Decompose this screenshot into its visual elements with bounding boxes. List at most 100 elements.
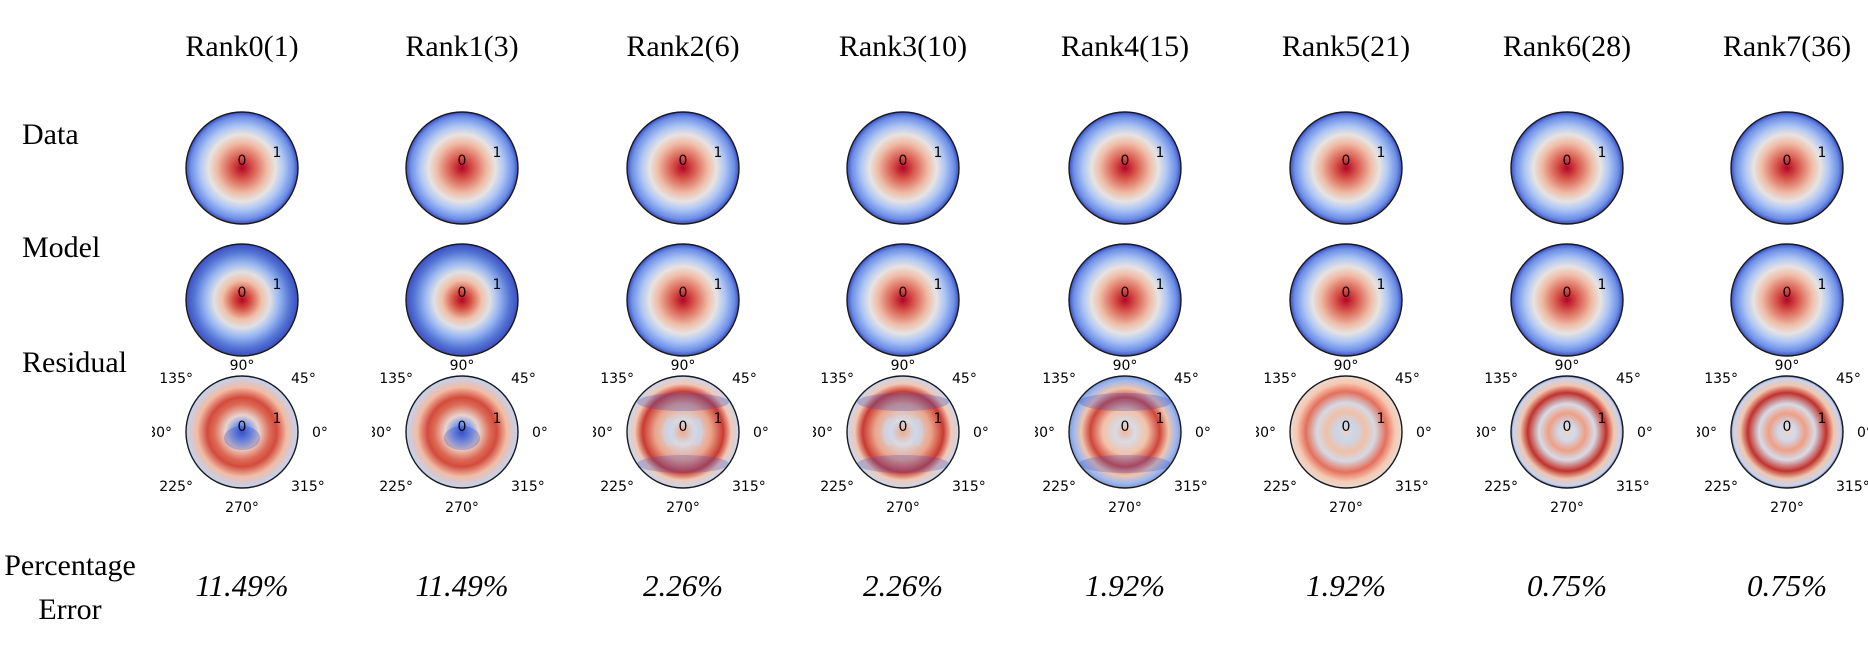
data-plot-outline [1510, 111, 1624, 225]
angle-tick-label: 45° [511, 371, 536, 387]
residual-lobe [857, 393, 949, 411]
model-polar-plot-disk [847, 244, 959, 356]
model-polar-plot-disk [186, 244, 298, 356]
angle-tick-label: 90° [230, 358, 255, 374]
model-polar-plot [627, 244, 739, 356]
angle-tick-label: 225° [379, 479, 413, 495]
angle-tick-label: 0° [1416, 425, 1432, 441]
data-polar-plot [1069, 112, 1181, 224]
residual-polar-plot-disk [186, 376, 298, 488]
data-polar-plot-disk [847, 112, 959, 224]
column-title: Rank4(15) [1060, 30, 1190, 63]
model-plot-outline [1289, 243, 1403, 357]
model-plot-outline [185, 243, 299, 357]
angle-tick-label: 180° [372, 425, 392, 441]
model-polar-plot [186, 244, 298, 356]
data-polar-plot-disk [627, 112, 739, 224]
angle-tick-label: 180° [593, 425, 613, 441]
radial-tick-0: 0 [1783, 153, 1792, 169]
residual-polar-plot-disk [1511, 376, 1623, 488]
residual-plot-outline [1510, 375, 1624, 489]
percentage-error-value: 11.49% [195, 568, 289, 603]
angle-tick-label: 180° [813, 425, 833, 441]
model-plot-outline [1510, 243, 1624, 357]
angle-tick-label: 180° [1256, 425, 1276, 441]
angle-tick-label: 135° [159, 371, 193, 387]
angle-tick-label: 90° [671, 358, 696, 374]
data-polar-plot-disk [1511, 112, 1623, 224]
polar-plot-column: 0 1 0 1 0 1 0° 45° 90° 135° 180° 225° 270° 315° [1035, 111, 1211, 516]
radial-tick-0: 0 [1563, 153, 1572, 169]
percentage-error-value: 0.75% [1746, 568, 1828, 603]
residual-lobe [911, 418, 923, 446]
residual-polar-plot [186, 376, 298, 488]
radial-tick-0: 0 [899, 419, 908, 435]
model-polar-plot [1069, 244, 1181, 356]
model-polar-plot [406, 244, 518, 356]
radial-tick-1: 1 [273, 411, 282, 427]
row-label-error: Percentage Error [0, 544, 140, 632]
model-plot-outline [405, 243, 519, 357]
row-label-model: Model [22, 231, 101, 264]
residual-lobe [224, 426, 260, 450]
angle-tick-label: 0° [973, 425, 989, 441]
residual-polar-plot [847, 376, 959, 488]
residual-lobe [637, 393, 729, 411]
angle-tick-label: 135° [379, 371, 413, 387]
angle-tick-label: 0° [753, 425, 769, 441]
model-plot-outline [1068, 243, 1182, 357]
residual-polar-plot [1069, 376, 1181, 488]
data-polar-plot-disk [1731, 112, 1843, 224]
polar-plot-column: 0 1 0 1 0 1 0° 45° 90° 135° 180° 225° 270° 315° [813, 111, 989, 516]
residual-pattern [637, 393, 729, 473]
radial-tick-1: 1 [493, 411, 502, 427]
angle-tick-label: 315° [952, 479, 986, 495]
radial-tick-1: 1 [1598, 411, 1607, 427]
radial-tick-0: 0 [1783, 285, 1792, 301]
data-plot-outline [185, 111, 299, 225]
angle-tick-label: 270° [1550, 500, 1584, 516]
angle-tick-label: 270° [1770, 500, 1804, 516]
angle-tick-label: 225° [1263, 479, 1297, 495]
polar-plot-column: 0 1 0 1 0 1 0° 45° 90° 135° 180° 225° 270° 315° [1256, 111, 1432, 516]
data-plot-outline [1068, 111, 1182, 225]
angle-tick-label: 225° [159, 479, 193, 495]
angle-tick-label: 315° [1395, 479, 1429, 495]
angle-tick-label: 45° [291, 371, 316, 387]
radial-tick-0: 0 [1783, 419, 1792, 435]
angle-tick-label: 315° [511, 479, 545, 495]
percentage-error-value: 1.92% [1084, 568, 1166, 603]
data-plot-outline [846, 111, 960, 225]
radial-tick-1: 1 [934, 145, 943, 161]
radial-tick-0: 0 [1563, 419, 1572, 435]
polar-plot-column: 0 1 0 1 0 1 0° 45° 90° 135° 180° 225° 270° 315° [1697, 111, 1868, 516]
radial-tick-0: 0 [238, 285, 247, 301]
data-polar-plot [1731, 112, 1843, 224]
percentage-error-value: 0.75% [1526, 568, 1608, 603]
residual-polar-plot-disk [627, 376, 739, 488]
angle-tick-label: 0° [1857, 425, 1868, 441]
residual-pattern [1079, 393, 1171, 473]
radial-tick-1: 1 [1156, 277, 1165, 293]
data-polar-plot [847, 112, 959, 224]
angle-tick-label: 135° [600, 371, 634, 387]
radial-tick-0: 0 [679, 419, 688, 435]
angle-tick-label: 315° [1616, 479, 1650, 495]
model-polar-plot [1731, 244, 1843, 356]
data-polar-plot [627, 112, 739, 224]
residual-polar-plot [1290, 376, 1402, 488]
angle-tick-label: 180° [1477, 425, 1497, 441]
radial-tick-0: 0 [1342, 285, 1351, 301]
model-plot-outline [1730, 243, 1844, 357]
polar-plot-column: 0 1 0 1 0 1 0° 45° 90° 135° 180° 225° 270° 315° [152, 111, 328, 516]
angle-tick-label: 90° [450, 358, 475, 374]
residual-polar-plot [406, 376, 518, 488]
residual-polar-plot-disk [406, 376, 518, 488]
residual-polar-plot-disk [1069, 376, 1181, 488]
data-plot-outline [1289, 111, 1403, 225]
residual-plot-outline [1730, 375, 1844, 489]
model-polar-plot [847, 244, 959, 356]
data-polar-plot [1511, 112, 1623, 224]
angle-tick-label: 270° [666, 500, 700, 516]
